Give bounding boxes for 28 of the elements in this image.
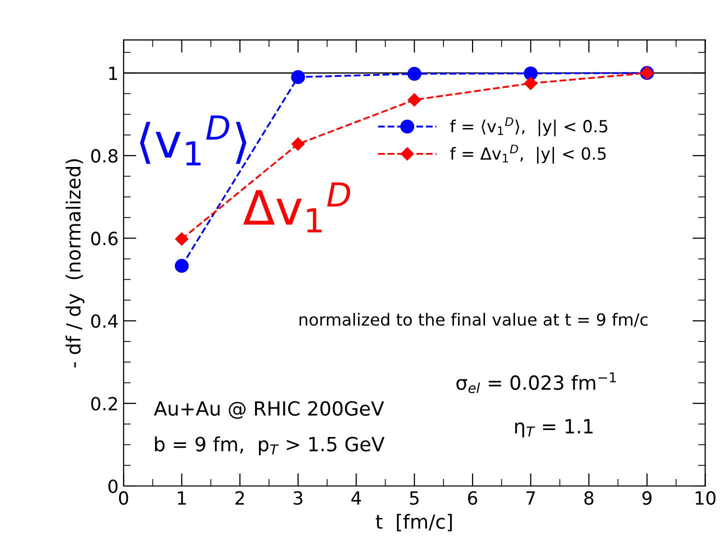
x-tick-label: 4 [351,491,361,505]
annotation: η$_{T}$ = 1.1 [515,419,593,438]
y-tick-label: 0.2 [91,396,117,411]
x-axis-title: t [fm/c] [376,514,452,532]
x-tick-label: 1 [178,491,186,505]
y-tick-label: 0 [108,479,118,494]
y-tick-label: 0.8 [91,149,118,163]
annotation: Au+Au @ RHIC 200GeV [154,401,384,419]
legend-label: f = Δv$_{1}$$^{D}$, |y| < 0.5 [450,144,606,164]
y-tick-label: 0.6 [91,232,118,246]
x-tick-label: 9 [642,491,652,505]
annotation: normalized to the final value at t = 9 fm/c [300,312,648,328]
y-tick-label: 0.4 [91,314,118,328]
x-tick-label: 7 [526,491,535,505]
legend-label: f = ⟨v$_{1}$$^{D}$⟩, |y| < 0.5 [450,117,608,136]
annotation: ⟨v$_{1}$$^{D}$⟩ [140,115,246,166]
x-tick-label: 3 [294,491,302,505]
x-tick-label: 6 [468,491,478,505]
x-tick-label: 5 [410,491,419,505]
x-tick-label: 10 [696,491,716,505]
annotation: b = 9 fm, p$_{T}$ > 1.5 GeV [155,436,384,456]
y-axis-title: - df / dy (normalized) [66,159,84,368]
x-tick-label: 8 [584,491,594,505]
annotation: Δv$_{1}$$^{D}$ [243,182,350,232]
x-tick-label: 2 [235,491,244,505]
annotation: σ$_{el}$ = 0.023 fm$^{−1}$ [456,372,616,394]
x-tick-label: 0 [119,491,128,505]
y-tick-label: 1 [109,66,118,80]
